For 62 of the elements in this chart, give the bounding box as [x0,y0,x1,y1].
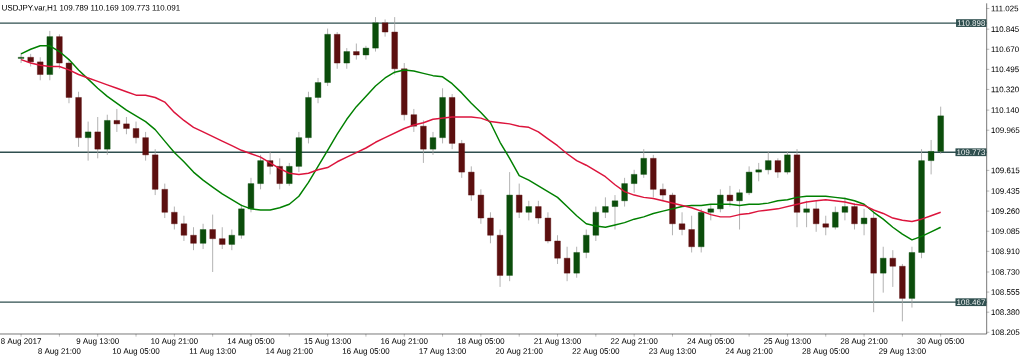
candlestick [516,183,523,219]
candlestick [860,208,868,236]
candlestick [631,169,638,194]
candlestick [113,108,120,133]
candlestick [343,47,350,70]
candlestick [573,246,580,279]
candlestick [161,183,168,219]
candlestick [200,223,207,250]
candlestick [928,139,935,175]
candlestick [554,234,561,265]
candlestick [746,165,753,196]
candlestick [889,249,896,288]
candlestick [314,77,322,104]
candlestick [219,226,226,250]
candlestick [774,157,781,179]
candlestick [180,215,187,242]
candlestick [420,120,427,164]
candlestick [468,165,475,202]
candlestick [592,206,599,242]
candlestick [477,188,484,225]
candlestick [142,131,149,162]
candlestick [132,121,140,144]
candlestick [190,226,197,251]
candlestick [736,188,743,230]
candlestick [535,200,542,225]
candlestick [611,194,619,230]
candlestick [678,211,686,236]
candlestick [583,229,590,259]
candlestick [640,148,647,179]
candlestick [659,183,666,202]
candlestick [410,108,417,133]
candlestick [362,45,370,60]
candlestick [286,162,293,187]
candlestick [429,131,437,156]
candlestick [813,200,820,233]
candlestick [602,196,609,219]
candlestick [717,188,724,213]
candlestick [487,211,494,244]
candlestick [18,52,25,64]
candlestick [564,246,571,282]
candlestick [85,121,92,162]
candlestick [851,202,858,230]
candlestick [841,196,848,221]
candlestick [257,154,264,190]
candlestick [276,157,283,190]
candlestick [880,246,887,294]
candlestick [803,200,810,228]
candlestick [525,200,532,221]
candlestick [832,206,839,230]
candlestick [94,116,101,159]
candlestick [755,162,762,182]
candlestick [544,211,552,244]
candlestick [209,214,216,273]
candlestick [171,206,178,230]
candlestick [726,185,734,207]
candlestick [765,151,772,175]
candlestick [688,215,695,253]
candlestick [621,177,628,207]
candlestick [382,19,389,38]
candlestick [822,215,829,236]
candlestick [228,229,235,251]
candlestick [784,151,791,175]
